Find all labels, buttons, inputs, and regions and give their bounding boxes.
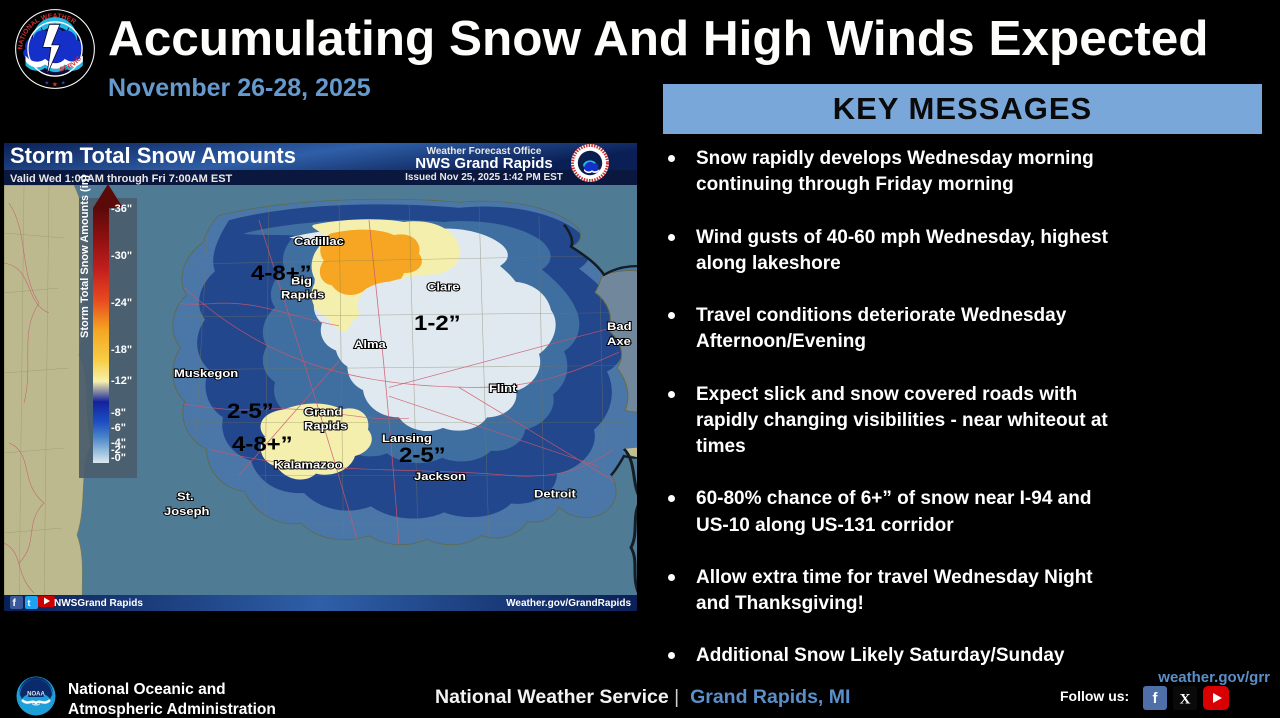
svg-text:Clare: Clare <box>427 280 460 293</box>
svg-text:Weather.gov/GrandRapids: Weather.gov/GrandRapids <box>506 598 631 609</box>
svg-text:Joseph: Joseph <box>164 505 209 518</box>
svg-text:NWSGrand Rapids: NWSGrand Rapids <box>54 598 143 609</box>
svg-text:Detroit: Detroit <box>534 487 576 500</box>
svg-text:NOAA: NOAA <box>27 692 45 698</box>
svg-text:2-5”: 2-5” <box>227 400 274 423</box>
svg-text:-6": -6" <box>111 422 126 434</box>
svg-text:2-5”: 2-5” <box>399 444 446 467</box>
svg-text:4-8+”: 4-8+” <box>251 261 312 284</box>
svg-text:-36": -36" <box>111 203 132 215</box>
svg-text:★: ★ <box>44 79 49 86</box>
svg-text:Storm Total Snow Amounts (in): Storm Total Snow Amounts (in) <box>79 175 91 338</box>
svg-text:X: X <box>1180 692 1191 708</box>
svg-text:Rapids: Rapids <box>281 288 325 301</box>
svg-text:★: ★ <box>52 80 58 88</box>
svg-text:Flint: Flint <box>489 382 516 395</box>
svg-text:Rapids: Rapids <box>304 419 348 432</box>
svg-text:-12": -12" <box>111 375 132 387</box>
svg-text:-18": -18" <box>111 344 132 356</box>
svg-text:Cadillac: Cadillac <box>294 235 344 248</box>
svg-text:NWS Grand Rapids: NWS Grand Rapids <box>415 155 553 172</box>
svg-text:Bad: Bad <box>607 320 632 333</box>
svg-text:-0": -0" <box>111 452 126 464</box>
svg-text:f: f <box>1153 690 1159 707</box>
svg-text:t: t <box>28 598 31 608</box>
svg-text:Muskegon: Muskegon <box>174 367 238 380</box>
svg-text:Axe: Axe <box>607 335 631 348</box>
svg-text:St.: St. <box>177 490 194 503</box>
svg-text:Storm Total Snow Amounts: Storm Total Snow Amounts <box>10 143 296 168</box>
svg-text:Alma: Alma <box>354 338 386 351</box>
svg-text:Valid Wed 1:00AM through Fri 7: Valid Wed 1:00AM through Fri 7:00AM EST <box>10 173 233 185</box>
svg-text:-8": -8" <box>111 407 126 419</box>
svg-text:1-2”: 1-2” <box>414 312 461 335</box>
svg-text:Kalamazoo: Kalamazoo <box>274 458 343 471</box>
svg-text:-24": -24" <box>111 297 132 309</box>
svg-text:Jackson: Jackson <box>414 470 466 483</box>
svg-text:-30": -30" <box>111 250 132 262</box>
svg-text:Issued Nov 25, 2025 1:42 PM ES: Issued Nov 25, 2025 1:42 PM EST <box>405 172 563 183</box>
svg-text:Grand: Grand <box>304 405 342 418</box>
svg-text:★: ★ <box>61 79 66 86</box>
svg-text:4-8+”: 4-8+” <box>232 432 293 455</box>
